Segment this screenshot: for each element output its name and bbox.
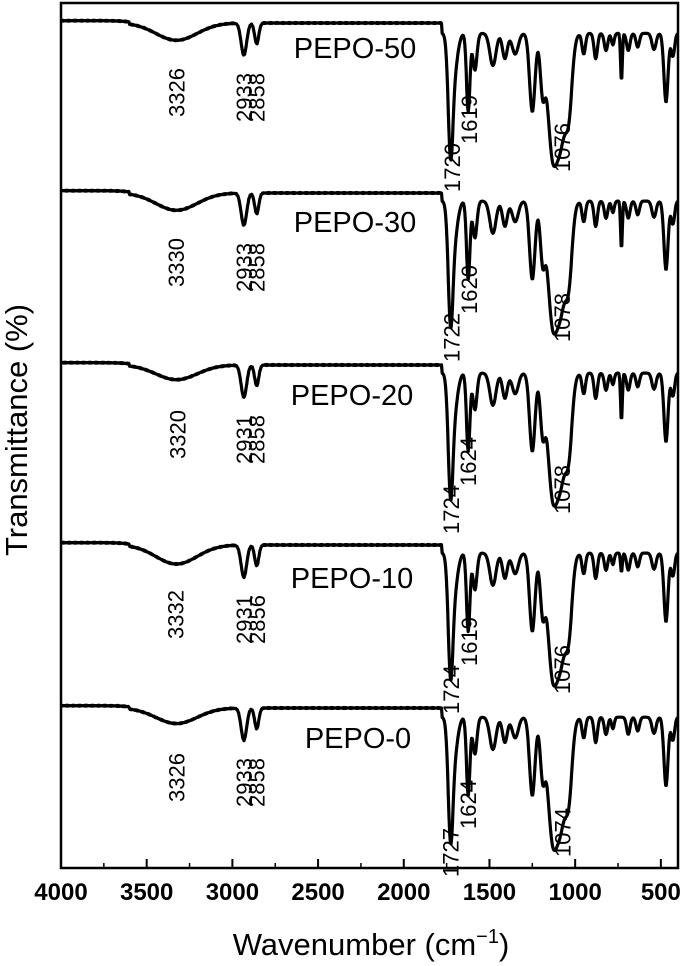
series-label: PEPO-50 (294, 33, 417, 65)
peak-label: 3330 (164, 238, 189, 287)
peak-label: 1076 (550, 645, 575, 694)
x-tick-label: 3500 (120, 879, 173, 906)
peak-label: 1724 (439, 665, 464, 714)
peak-label: 2931 (232, 595, 257, 644)
peak-label: 1619 (457, 95, 482, 144)
series-names-group: PEPO-50 PEPO-30 PEPO-20 PEPO-10 PEPO-0 (291, 33, 417, 755)
peak-label: 1620 (457, 265, 482, 314)
peak-label: 2858 (245, 758, 270, 807)
series-label: PEPO-10 (291, 563, 414, 595)
plot-frame (59, 1, 680, 870)
x-tick-label: 3000 (206, 879, 259, 906)
spectrum-line (60, 360, 679, 508)
peak-label: 3326 (165, 753, 190, 802)
spectra-group (59, 18, 680, 852)
x-tick-label: 2500 (291, 879, 344, 906)
series-label: PEPO-20 (291, 380, 414, 412)
peak-label: 2933 (232, 243, 257, 292)
peak-label: 1727 (439, 828, 464, 877)
peak-label: 2856 (245, 595, 270, 644)
x-tick-label: 4000 (34, 879, 87, 906)
x-tick-label: 500 (641, 879, 681, 906)
peak-label: 3326 (165, 68, 190, 117)
peak-label: 1624 (456, 437, 481, 486)
y-axis-title: Transmittance (%) (0, 304, 34, 556)
peak-label: 1722 (439, 313, 464, 362)
peak-label: 2933 (232, 758, 257, 807)
peak-label: 2933 (232, 73, 257, 122)
peak-label: 3332 (164, 590, 189, 639)
peak-label: 2931 (232, 415, 257, 464)
spectrum-line (59, 703, 679, 852)
peak-label: 2858 (245, 243, 270, 292)
spectrum-line (59, 18, 680, 169)
peak-label: 2858 (245, 415, 270, 464)
peak-label: 1619 (457, 617, 482, 666)
peak-label: 3320 (166, 410, 191, 459)
peak-label: 1624 (456, 780, 481, 829)
x-tick-label: 2000 (377, 879, 430, 906)
x-axis: 4000 3500 3000 2500 2000 1500 1000 500 (34, 859, 681, 906)
x-tick-label: 1500 (463, 879, 516, 906)
x-axis-title: Wavenumber (cm−1) (233, 926, 510, 962)
peak-label: 1078 (550, 293, 575, 342)
x-tick-label: 1000 (548, 879, 601, 906)
peak-label: 1724 (439, 485, 464, 534)
series-label: PEPO-30 (294, 207, 417, 239)
peak-label: 1076 (550, 123, 575, 172)
spectrum-line (59, 188, 679, 336)
series-label: PEPO-0 (305, 723, 411, 755)
peak-label: 2858 (245, 73, 270, 122)
spectrum-line (59, 540, 679, 688)
peak-label: 1078 (550, 465, 575, 514)
peak-label: 1720 (440, 143, 465, 192)
peak-label: 1074 (551, 808, 576, 857)
